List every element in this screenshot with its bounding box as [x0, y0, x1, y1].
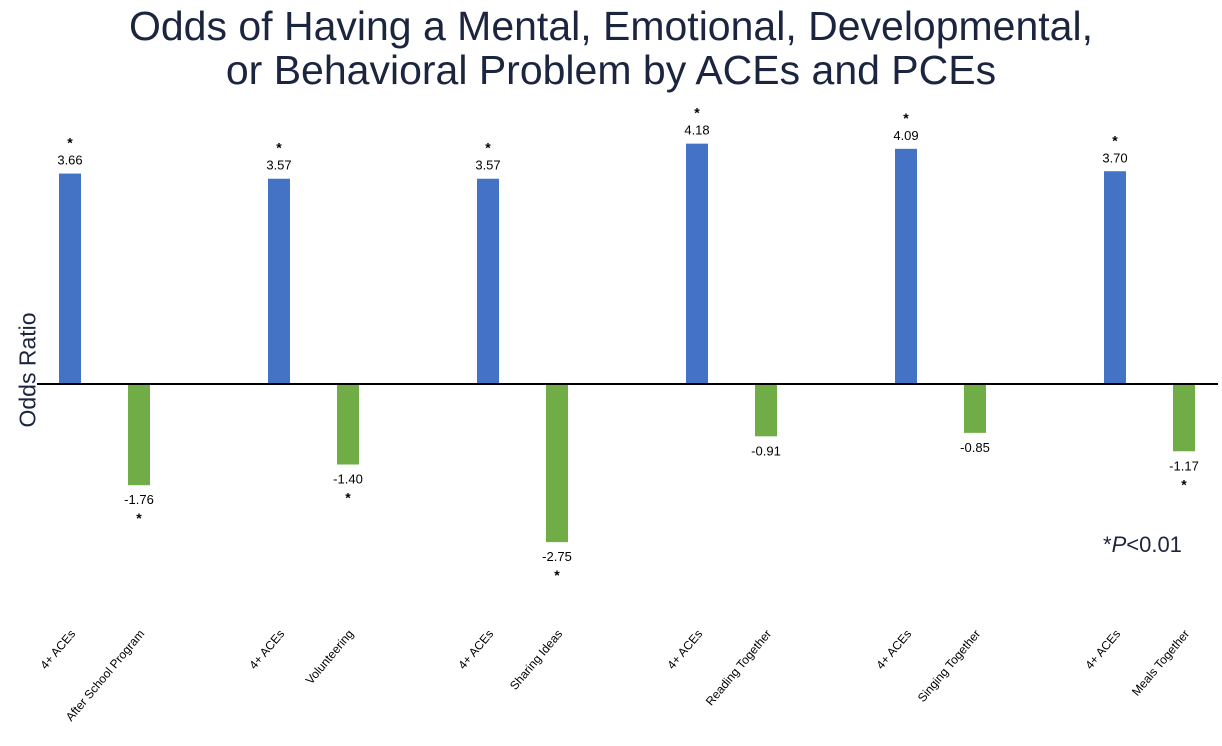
bar-pces: [964, 384, 986, 433]
significance-marker: *: [136, 510, 142, 526]
significance-marker: *: [345, 490, 351, 506]
bar-aces: [268, 178, 290, 384]
chart-title: Odds of Having a Mental, Emotional, Deve…: [0, 4, 1222, 92]
data-label: 4.18: [684, 123, 709, 138]
bar-aces: [1104, 171, 1126, 384]
significance-marker: *: [694, 105, 700, 121]
category-label: 4+ ACEs: [37, 627, 78, 672]
data-label: -1.40: [333, 472, 363, 487]
significance-marker: *: [485, 140, 491, 156]
significance-note: *P<0.01: [1103, 532, 1182, 558]
bar-pces: [337, 384, 359, 465]
note-star: *: [1103, 532, 1112, 557]
category-label: 4+ ACEs: [1082, 627, 1123, 672]
y-axis-label: Odds Ratio: [14, 312, 41, 428]
bar-pces: [1173, 384, 1195, 452]
data-label: 3.57: [266, 158, 291, 173]
category-label: Volunteering: [303, 627, 357, 687]
significance-marker: *: [554, 567, 560, 583]
data-label: -0.85: [960, 440, 990, 455]
bar-aces: [59, 173, 81, 384]
data-label: 3.70: [1102, 150, 1127, 165]
significance-marker: *: [67, 135, 73, 151]
bar-aces: [477, 178, 499, 384]
category-label: 4+ ACEs: [873, 627, 914, 672]
significance-marker: *: [276, 140, 282, 156]
chart-title-line-2: or Behavioral Problem by ACEs and PCEs: [225, 47, 997, 93]
note-p: P: [1111, 532, 1127, 557]
significance-marker: *: [1181, 476, 1187, 492]
bar-aces: [686, 143, 708, 384]
significance-marker: *: [903, 110, 909, 126]
data-label: -1.17: [1169, 458, 1199, 473]
data-label: 4.09: [893, 128, 918, 143]
category-label: Meals Together: [1129, 627, 1192, 699]
data-label: -2.75: [542, 549, 572, 564]
data-label: 3.57: [475, 158, 500, 173]
category-label: Sharing Ideas: [507, 627, 565, 693]
category-label: Reading Together: [703, 627, 774, 708]
category-label: 4+ ACEs: [664, 627, 705, 672]
significance-marker: *: [1112, 132, 1118, 148]
data-label: -0.91: [751, 443, 781, 458]
category-label: 4+ ACEs: [246, 627, 287, 672]
bar-pces: [128, 384, 150, 486]
bar-pces: [546, 384, 568, 543]
category-label: Singing Together: [915, 627, 983, 705]
category-label: After School Program: [63, 627, 147, 724]
note-threshold: <0.01: [1126, 532, 1182, 557]
chart-title-line-1: Odds of Having a Mental, Emotional, Deve…: [128, 3, 1093, 49]
data-label: -1.76: [124, 492, 154, 507]
data-label: 3.66: [57, 153, 82, 168]
bar-pces: [755, 384, 777, 437]
bar-aces: [895, 148, 917, 384]
category-label: 4+ ACEs: [455, 627, 496, 672]
